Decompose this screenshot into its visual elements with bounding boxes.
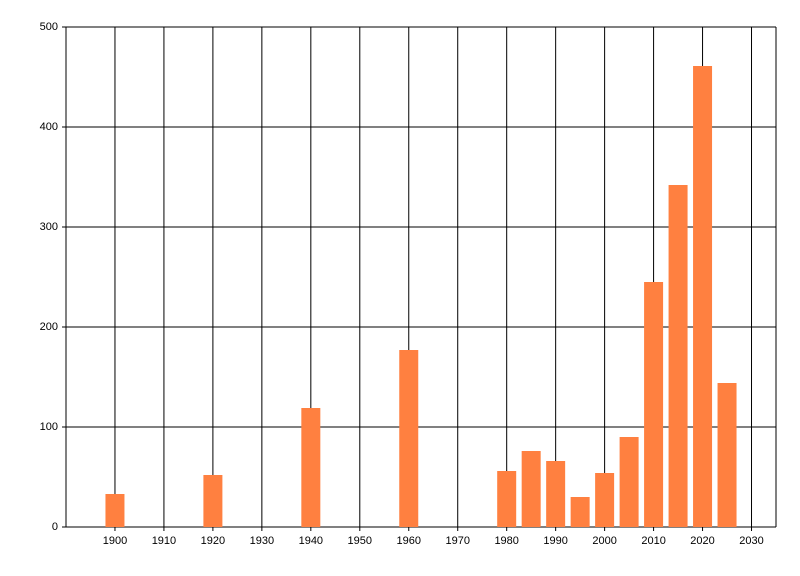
bar [203, 475, 223, 527]
x-tick-label: 1940 [299, 535, 323, 547]
y-tick-label: 500 [40, 21, 58, 33]
x-tick-label: 2030 [739, 535, 763, 547]
x-tick-label: 1900 [103, 535, 127, 547]
x-tick-label: 1920 [201, 535, 225, 547]
x-tick-label: 1960 [397, 535, 421, 547]
x-tick-label: 1970 [445, 535, 469, 547]
bar [570, 497, 590, 527]
bar [595, 473, 615, 527]
bar [546, 461, 566, 527]
bar [717, 383, 737, 527]
x-tick-label: 1980 [494, 535, 518, 547]
x-tick-label: 1910 [152, 535, 176, 547]
bar [497, 471, 517, 527]
y-tick-label: 300 [40, 221, 58, 233]
y-tick-label: 100 [40, 421, 58, 433]
x-tick-label: 2020 [690, 535, 714, 547]
bar [668, 185, 688, 527]
y-tick-label: 0 [52, 521, 58, 533]
y-tick-label: 200 [40, 321, 58, 333]
x-tick-label: 1950 [348, 535, 372, 547]
x-tick-label: 2010 [641, 535, 665, 547]
x-tick-label: 2000 [592, 535, 616, 547]
x-tick-label: 1930 [250, 535, 274, 547]
bar [521, 451, 541, 527]
bar [644, 282, 664, 527]
bar [693, 66, 713, 527]
y-tick-label: 400 [40, 121, 58, 133]
bar [301, 408, 321, 527]
bar [619, 437, 639, 527]
x-tick-label: 1990 [543, 535, 567, 547]
bar [105, 494, 125, 527]
bar [399, 350, 419, 527]
